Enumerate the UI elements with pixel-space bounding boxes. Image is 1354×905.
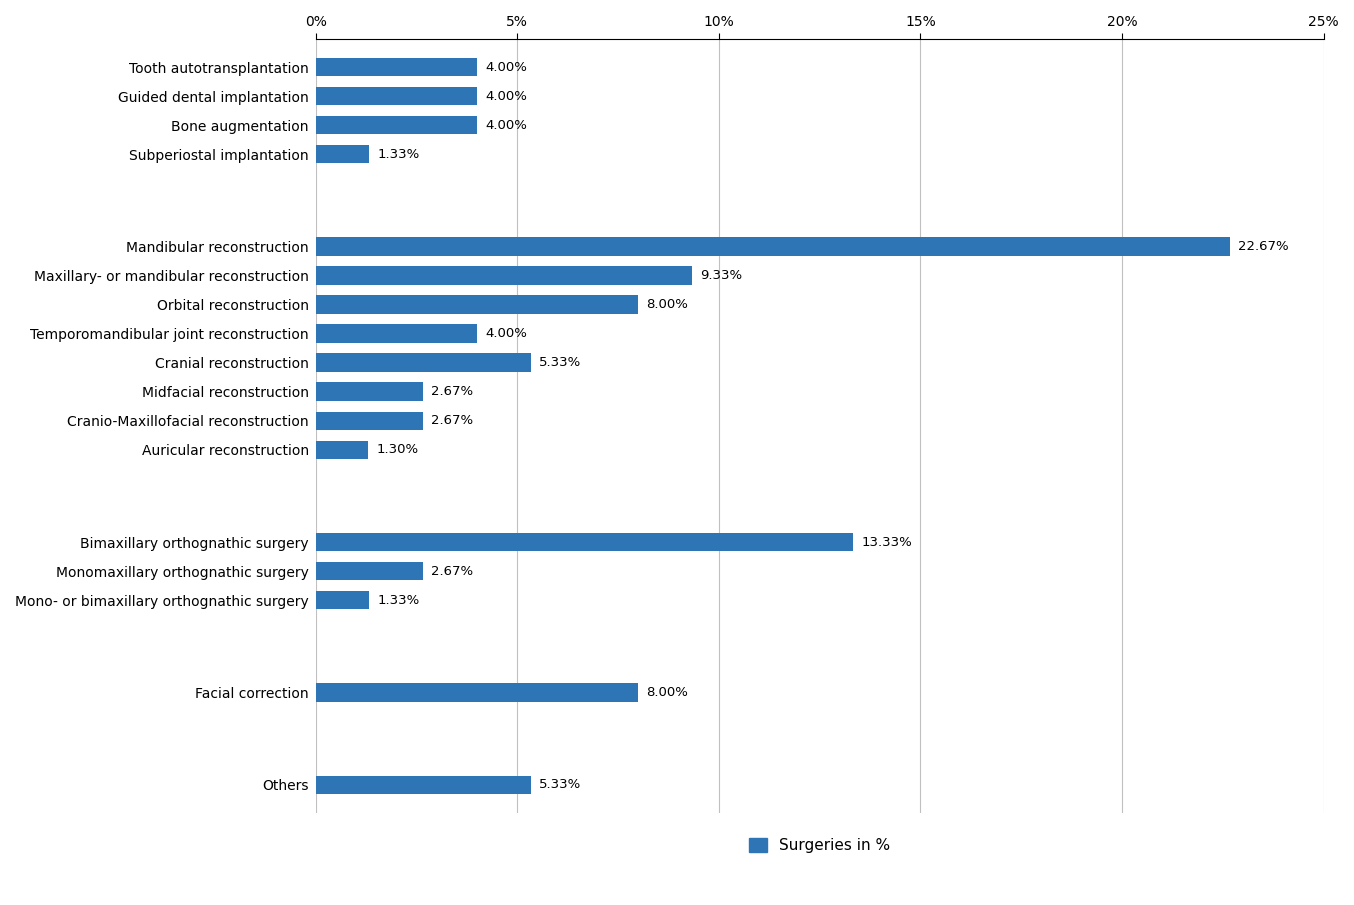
Bar — [315, 116, 477, 135]
Bar — [315, 562, 424, 580]
Bar — [315, 145, 370, 164]
Text: 5.33%: 5.33% — [539, 357, 581, 369]
Text: 8.00%: 8.00% — [646, 298, 688, 311]
Bar — [315, 324, 477, 343]
Bar — [315, 237, 1229, 256]
Text: 4.00%: 4.00% — [485, 90, 527, 102]
Text: 2.67%: 2.67% — [432, 565, 474, 577]
Text: 4.00%: 4.00% — [485, 61, 527, 73]
Bar — [315, 58, 477, 76]
Text: 2.67%: 2.67% — [432, 386, 474, 398]
Text: 2.67%: 2.67% — [432, 414, 474, 427]
Text: 9.33%: 9.33% — [700, 269, 742, 282]
Bar — [315, 591, 370, 609]
Text: 13.33%: 13.33% — [861, 536, 913, 548]
Bar — [315, 533, 853, 551]
Text: 4.00%: 4.00% — [485, 119, 527, 132]
Bar — [315, 776, 531, 795]
Text: 22.67%: 22.67% — [1238, 240, 1289, 253]
Text: 1.33%: 1.33% — [378, 594, 420, 606]
Text: 5.33%: 5.33% — [539, 778, 581, 792]
Bar — [315, 354, 531, 372]
Bar — [315, 441, 368, 459]
Text: 8.00%: 8.00% — [646, 686, 688, 699]
Legend: Surgeries in %: Surgeries in % — [743, 832, 896, 859]
Bar — [315, 412, 424, 430]
Bar — [315, 683, 638, 701]
Bar — [315, 383, 424, 401]
Bar — [315, 295, 638, 314]
Bar — [315, 266, 692, 285]
Text: 4.00%: 4.00% — [485, 328, 527, 340]
Bar — [315, 87, 477, 105]
Text: 1.33%: 1.33% — [378, 148, 420, 161]
Text: 1.30%: 1.30% — [376, 443, 418, 456]
